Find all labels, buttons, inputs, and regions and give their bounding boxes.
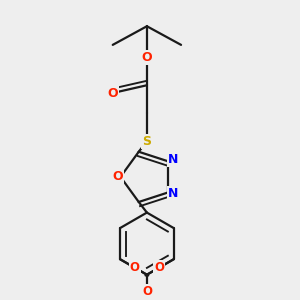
Text: N: N <box>168 188 178 200</box>
Text: O: O <box>142 51 152 64</box>
Text: O: O <box>130 261 140 274</box>
Text: S: S <box>142 135 152 148</box>
Text: O: O <box>142 285 152 298</box>
Text: O: O <box>112 170 123 183</box>
Text: O: O <box>107 86 118 100</box>
Text: N: N <box>168 153 178 166</box>
Text: O: O <box>154 261 164 274</box>
